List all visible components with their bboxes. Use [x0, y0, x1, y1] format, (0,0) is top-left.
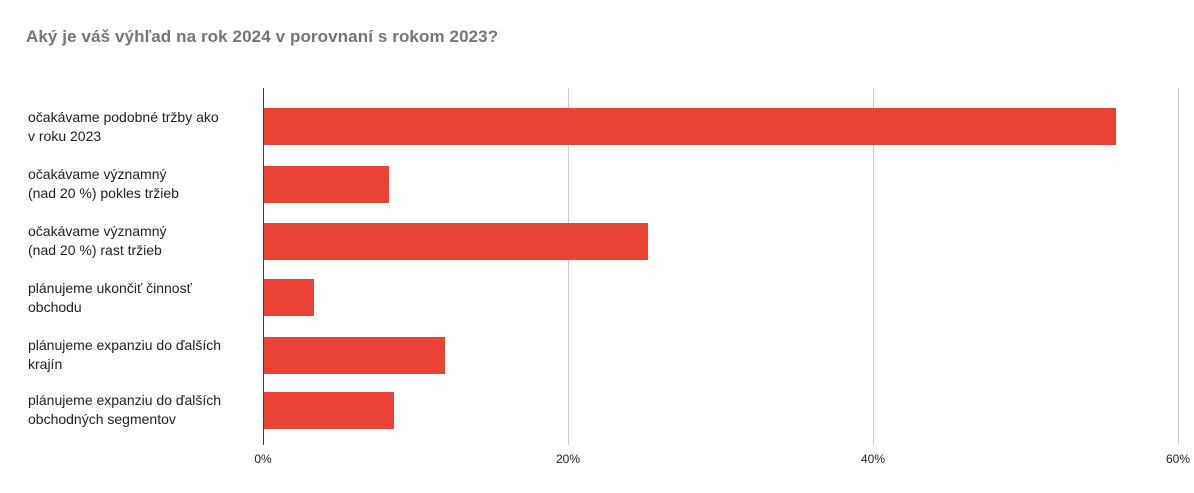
category-label-line: očakávame významný	[28, 223, 167, 239]
category-label-line: (nad 20 %) rast tržieb	[28, 242, 162, 258]
category-label-line: plánujeme expanziu do ďalších	[28, 337, 222, 353]
plot-area	[263, 88, 1179, 445]
x-tick-label: 60%	[1165, 452, 1191, 466]
bar	[264, 166, 390, 203]
category-label: plánujeme ukončiť činnosť obchodu	[28, 279, 260, 317]
category-label: plánujeme expanziu do ďalších krajín	[28, 336, 260, 374]
category-label: očakávame podobné tržby ako v roku 2023	[28, 108, 260, 146]
bar	[264, 392, 394, 429]
bar	[264, 279, 315, 316]
category-label-line: plánujeme expanziu do ďalších	[28, 392, 222, 408]
gridline	[1178, 88, 1179, 445]
y-axis-baseline	[263, 88, 264, 445]
x-tick-label: 40%	[860, 452, 886, 466]
category-label-line: (nad 20 %) pokles tržieb	[28, 185, 179, 201]
category-label: plánujeme expanziu do ďalších obchodných …	[28, 391, 260, 429]
category-label-line: očakávame významný	[28, 166, 167, 182]
category-label-line: plánujeme ukončiť činnosť	[28, 280, 192, 296]
x-tick-label: 0%	[254, 452, 272, 466]
bar	[264, 337, 446, 374]
bar	[264, 223, 649, 260]
category-label-line: v roku 2023	[28, 128, 102, 144]
category-label: očakávame významný (nad 20 %) pokles trži…	[28, 165, 260, 203]
bar	[264, 108, 1117, 145]
category-label-line: očakávame podobné tržby ako	[28, 109, 219, 125]
category-label-line: obchodu	[28, 299, 82, 315]
chart-title: Aký je váš výhľad na rok 2024 v porovnan…	[26, 27, 499, 46]
x-tick-label: 20%	[555, 452, 581, 466]
category-label: očakávame významný (nad 20 %) rast tržieb	[28, 222, 260, 260]
gridline	[872, 88, 874, 445]
category-label-line: obchodných segmentov	[28, 411, 176, 427]
category-label-line: krajín	[28, 356, 63, 372]
gridline	[567, 88, 569, 445]
